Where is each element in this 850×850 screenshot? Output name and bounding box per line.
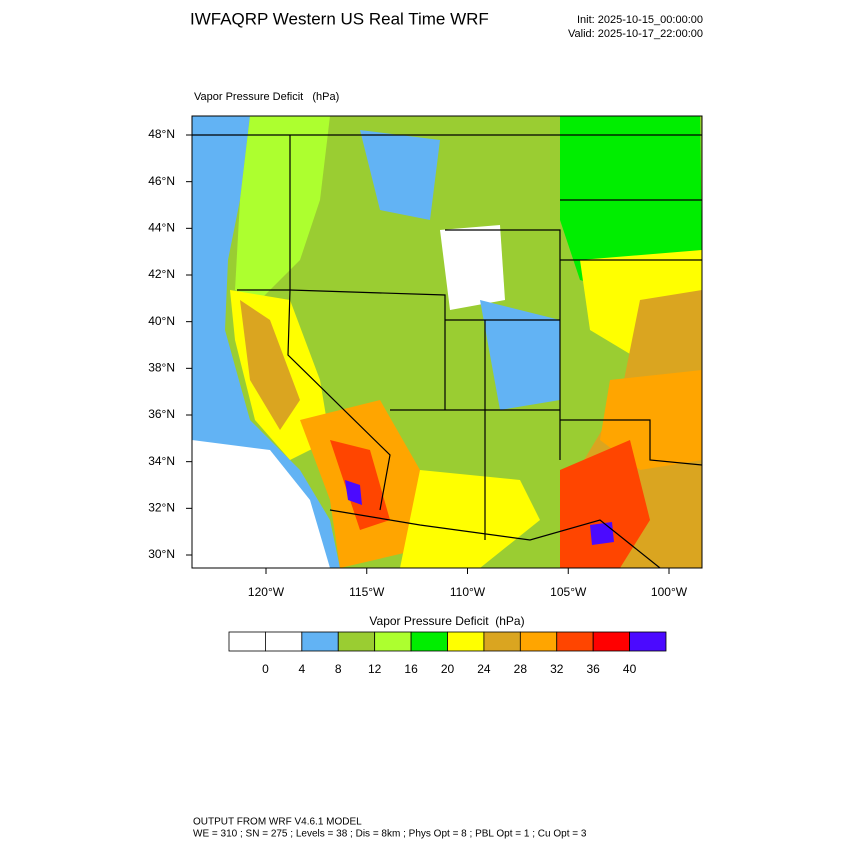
lat-tick-label: 36°N (148, 407, 175, 421)
colorbar-box (410, 631, 448, 652)
map-frame (191, 115, 703, 569)
colorbar-box (265, 631, 303, 652)
lon-tick-label: 110°W (450, 585, 486, 599)
colorbar-label: 40 (623, 662, 637, 676)
map-field (192, 116, 702, 568)
lat-tick-label: 44°N (148, 221, 175, 235)
colorbar-box (374, 631, 412, 652)
colorbar-label: 24 (477, 662, 491, 676)
colorbar-label: 32 (550, 662, 564, 676)
lat-tick-label: 38°N (148, 361, 175, 375)
init-time: Init: 2025-10-15_00:00:00 (577, 14, 703, 26)
valid-time: Valid: 2025-10-17_22:00:00 (568, 28, 703, 40)
lat-tick-label: 42°N (148, 267, 175, 281)
footer-line: WE = 310 ; SN = 275 ; Levels = 38 ; Dis … (193, 829, 587, 840)
colorbar-box (629, 631, 667, 652)
colorbar-box (228, 631, 266, 652)
colorbar-label: 16 (404, 662, 418, 676)
lon-tick-label: 115°W (349, 585, 385, 599)
lat-tick-label: 30°N (148, 547, 175, 561)
colorbar-label: 4 (298, 662, 305, 676)
colorbar-box (447, 631, 485, 652)
lon-tick-label: 100°W (651, 585, 688, 599)
colorbar-label: 28 (514, 662, 528, 676)
lat-tick-label: 48°N (148, 127, 175, 141)
footer-line: OUTPUT FROM WRF V4.6.1 MODEL (193, 817, 362, 828)
colorbar-box (556, 631, 594, 652)
colorbar-label: 36 (586, 662, 600, 676)
lon-tick-label: 105°W (550, 585, 587, 599)
field-label: Vapor Pressure Deficit (hPa) (194, 91, 339, 103)
colorbar-box (592, 631, 630, 652)
colorbar-box (301, 631, 339, 652)
colorbar-box (483, 631, 521, 652)
colorbar-box (337, 631, 376, 652)
lat-tick-label: 32°N (148, 501, 175, 515)
lat-tick-label: 40°N (148, 314, 175, 328)
colorbar-title: Vapor Pressure Deficit (hPa) (369, 614, 524, 628)
lon-tick-label: 120°W (248, 585, 285, 599)
colorbar-label: 8 (335, 662, 342, 676)
lat-tick-label: 34°N (148, 454, 175, 468)
title: IWFAQRP Western US Real Time WRF (190, 9, 489, 28)
lat-tick-label: 46°N (148, 174, 175, 188)
colorbar-box (519, 631, 558, 652)
colorbar-label: 0 (262, 662, 269, 676)
colorbar-label: 20 (441, 662, 455, 676)
colorbar-label: 12 (368, 662, 382, 676)
